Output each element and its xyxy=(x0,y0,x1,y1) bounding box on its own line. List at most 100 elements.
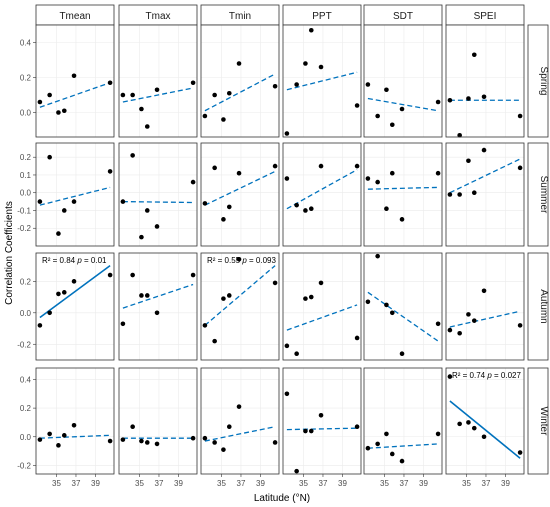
data-point xyxy=(375,253,380,259)
data-point xyxy=(130,424,135,430)
data-point xyxy=(56,110,61,115)
y-tick-label: 0.0 xyxy=(20,433,32,442)
panel-background xyxy=(119,368,197,474)
panel-border xyxy=(35,24,115,138)
panel-background xyxy=(119,143,197,246)
panel-border xyxy=(445,142,525,247)
data-point xyxy=(481,147,487,153)
x-tick-label: 35 xyxy=(462,479,471,488)
data-point xyxy=(303,296,308,301)
panel-tmean-spring xyxy=(35,24,115,138)
data-point xyxy=(221,217,226,222)
x-tick-label: 39 xyxy=(501,479,510,488)
panel-background xyxy=(36,368,114,474)
panel-background xyxy=(364,368,442,474)
strip-label-spring: Spring xyxy=(538,67,549,96)
panel-tmean-autumn: R² = 0.84 p = 0.01 xyxy=(35,252,115,361)
data-point xyxy=(154,224,160,229)
fit-line xyxy=(449,310,521,328)
y-tick-label: -0.1 xyxy=(17,206,31,215)
panel-tmax-spring xyxy=(118,24,198,138)
fit-line xyxy=(286,304,358,331)
data-point xyxy=(154,441,160,447)
data-point xyxy=(130,272,135,278)
x-tick-label: 37 xyxy=(237,479,246,488)
x-tick-label: 39 xyxy=(256,479,265,488)
panel-sdt-winter xyxy=(363,367,443,475)
data-point xyxy=(284,343,290,349)
data-point xyxy=(221,117,226,122)
data-point xyxy=(56,291,61,297)
panel-background xyxy=(201,253,279,360)
fit-line xyxy=(204,73,276,112)
data-point xyxy=(435,170,441,176)
data-point xyxy=(120,321,126,327)
data-point xyxy=(389,122,395,128)
data-point xyxy=(354,103,360,108)
data-point xyxy=(139,293,144,298)
strip-label-autumn: Autumn xyxy=(538,289,549,323)
data-point xyxy=(294,468,299,474)
strip-spring xyxy=(527,24,549,138)
strip-label-tmax: Tmax xyxy=(146,11,171,22)
data-point xyxy=(303,208,308,213)
panel-background xyxy=(119,25,197,137)
data-point xyxy=(435,321,441,327)
data-point xyxy=(120,199,126,204)
data-point xyxy=(447,97,453,103)
data-point xyxy=(517,450,523,455)
data-point xyxy=(303,61,308,66)
panel-border xyxy=(200,24,280,138)
panel-border xyxy=(118,142,198,247)
panel-border xyxy=(118,367,198,475)
panel-border xyxy=(282,24,362,138)
data-point xyxy=(226,424,232,430)
fit-line xyxy=(204,426,276,442)
data-point xyxy=(399,458,405,464)
data-point xyxy=(284,131,290,136)
fit-line xyxy=(122,283,194,309)
data-point xyxy=(354,335,360,341)
data-point xyxy=(61,208,67,213)
data-point xyxy=(37,199,43,204)
panel-tmax-autumn xyxy=(118,252,198,361)
panel-background xyxy=(283,253,361,360)
data-point xyxy=(61,290,67,295)
x-tick-label: 35 xyxy=(217,479,226,488)
data-point xyxy=(517,113,523,119)
data-point xyxy=(308,428,314,434)
panel-border xyxy=(35,252,115,361)
fit-line xyxy=(367,186,439,190)
data-point xyxy=(447,374,453,379)
panel-border xyxy=(363,367,443,475)
x-tick-label: 37 xyxy=(482,479,491,488)
panel-background xyxy=(364,253,442,360)
y-tick-label: 0.2 xyxy=(20,74,32,83)
data-point xyxy=(226,204,232,210)
y-tick-label: 0.4 xyxy=(20,375,32,384)
data-point xyxy=(294,82,299,87)
data-point xyxy=(107,438,113,444)
data-point xyxy=(481,434,487,440)
data-point xyxy=(71,279,77,284)
data-point xyxy=(56,443,61,448)
y-tick-label: 0.2 xyxy=(20,153,32,162)
data-point xyxy=(202,113,208,119)
data-point xyxy=(471,190,477,196)
data-point xyxy=(272,280,278,286)
x-tick-label: 37 xyxy=(72,479,81,488)
panel-background xyxy=(36,25,114,137)
data-point xyxy=(71,422,77,428)
data-point xyxy=(294,351,299,357)
data-point xyxy=(365,299,371,305)
panel-spei-autumn xyxy=(445,252,525,361)
data-point xyxy=(212,338,217,344)
panel-tmax-winter xyxy=(118,367,198,475)
data-point xyxy=(130,92,135,98)
data-point xyxy=(471,425,477,431)
fit-line xyxy=(122,87,194,103)
panel-border xyxy=(445,367,525,475)
data-point xyxy=(202,201,208,206)
y-tick-label: 0.0 xyxy=(20,109,32,118)
strip-label-tmin: Tmin xyxy=(229,11,251,22)
